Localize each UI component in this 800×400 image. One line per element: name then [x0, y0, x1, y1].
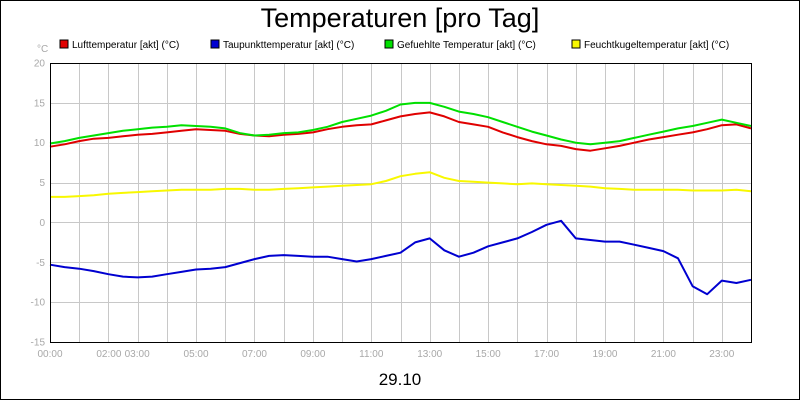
legend-swatch-1	[59, 39, 69, 49]
x-tick-label: 17:00	[534, 349, 559, 360]
y-tick-label: 5	[39, 178, 45, 189]
x-tick-label: 11:00	[359, 349, 384, 360]
x-axis-date-label: 29.10	[379, 370, 422, 389]
plot-border	[50, 63, 752, 343]
y-tick-label: 10	[34, 138, 46, 149]
x-tick-label: 02:00	[96, 349, 121, 360]
x-tick-label: 15:00	[476, 349, 501, 360]
y-tick-label: 0	[39, 218, 45, 229]
x-tick-label: 09:00	[300, 349, 325, 360]
y-tick-label: 15	[34, 98, 46, 109]
legend-swatch-4	[571, 39, 581, 49]
legend: Lufttemperatur [akt] (°C) Taupunkttempera…	[59, 39, 729, 51]
x-tick-label: 03:00	[125, 349, 150, 360]
legend-label-1: Lufttemperatur [akt] (°C)	[72, 40, 179, 51]
x-axis-ticks: 00:00 02:00 03:00 05:00 07:00 09:00 11:00 13:00…	[37, 349, 734, 360]
x-tick-label: 00:00	[37, 349, 62, 360]
chart-title: Temperaturen [pro Tag]	[261, 3, 540, 33]
y-axis-ticks: 20 15 10 5 0 -5 -10 -15	[31, 59, 46, 349]
y-axis-unit: °C	[37, 44, 48, 55]
series-lines	[49, 101, 752, 296]
x-tick-label: 21:00	[651, 349, 676, 360]
x-tick-label: 19:00	[592, 349, 617, 360]
legend-label-4: Feuchtkugeltemperatur [akt] (°C)	[584, 40, 729, 51]
legend-swatch-3	[384, 39, 394, 49]
x-tick-label: 23:00	[709, 349, 734, 360]
y-tick-label: -15	[31, 338, 46, 349]
legend-label-3: Gefuehlte Temperatur [akt] (°C)	[397, 40, 536, 51]
y-tick-label: 20	[34, 59, 46, 70]
series-line-2	[49, 219, 752, 296]
y-tick-label: -5	[36, 258, 45, 269]
x-tick-label: 13:00	[417, 349, 442, 360]
y-tick-label: -10	[31, 298, 46, 309]
legend-swatch-2	[210, 39, 220, 49]
legend-label-2: Taupunkttemperatur [akt] (°C)	[223, 40, 354, 51]
series-line-4	[50, 171, 752, 198]
x-tick-label: 05:00	[184, 349, 209, 360]
series-line-3	[49, 101, 752, 146]
series-line-1	[49, 111, 752, 152]
x-tick-label: 07:00	[242, 349, 267, 360]
